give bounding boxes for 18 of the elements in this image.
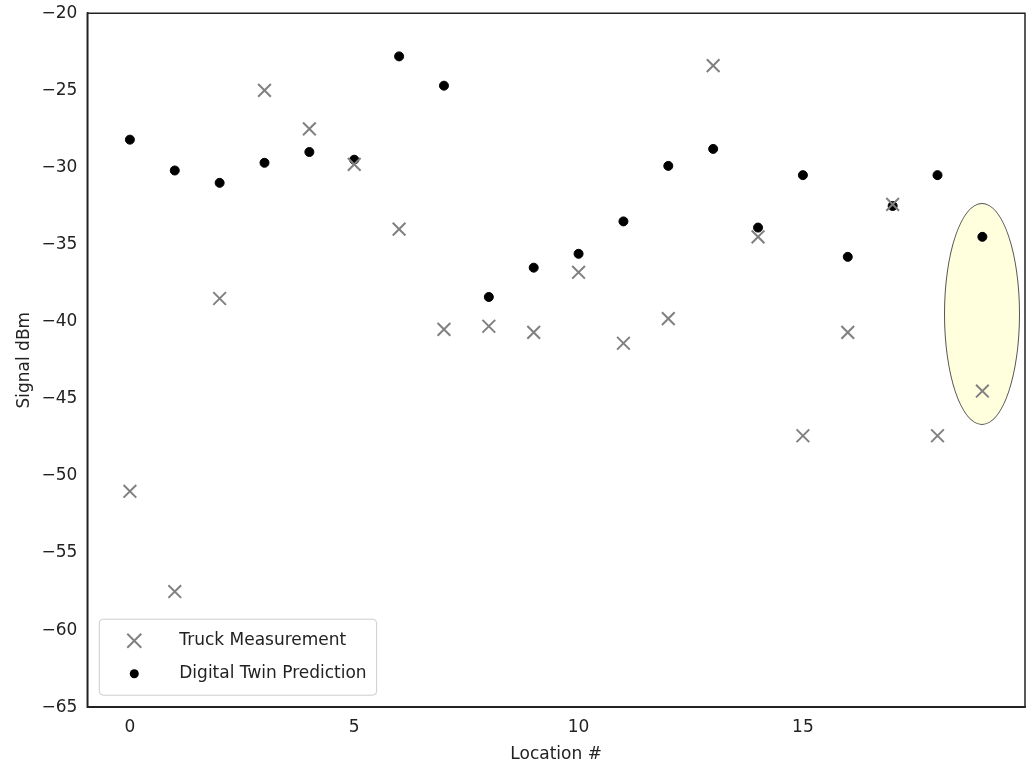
x-axis-title: Location # <box>510 743 602 764</box>
y-tick-label: −30 <box>41 155 78 176</box>
y-tick-label: −40 <box>41 310 78 331</box>
legend-label: Truck Measurement <box>178 629 347 650</box>
y-tick-label: −45 <box>41 387 78 408</box>
y-axis-title: Signal dBm <box>12 311 33 409</box>
y-tick-label: −50 <box>41 464 78 485</box>
y-tick-label: −55 <box>41 541 78 562</box>
y-tick-label: −65 <box>41 695 78 716</box>
x-tick-label: 10 <box>567 715 590 736</box>
x-tick-label: 5 <box>348 715 360 736</box>
x-tick-label: 15 <box>792 715 814 736</box>
y-tick-label: −35 <box>41 232 78 253</box>
y-tick-label: −20 <box>41 1 78 22</box>
legend-label: Digital Twin Prediction <box>179 662 367 683</box>
y-tick-label: −25 <box>41 78 78 99</box>
x-tick-label: 0 <box>124 715 136 736</box>
y-tick-label: −60 <box>41 618 78 639</box>
